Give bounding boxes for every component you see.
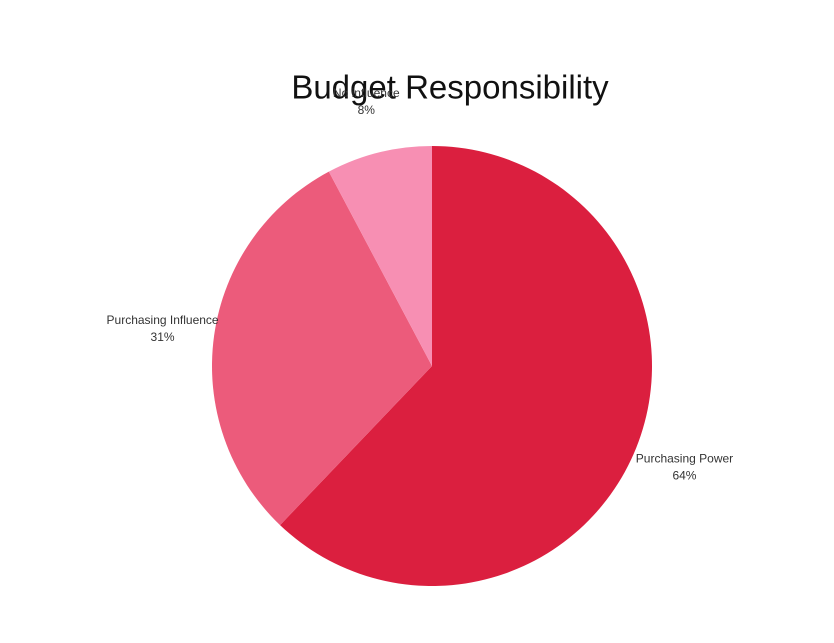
pie-slice — [211, 171, 432, 526]
chart-title: Budget Responsibility — [291, 69, 609, 106]
slice-value-label: 31% — [151, 330, 175, 344]
slice-label: No influence — [333, 86, 400, 100]
pie-slice — [280, 146, 652, 587]
slice-label: Purchasing Influence — [107, 313, 219, 327]
slice-value-label: 64% — [672, 468, 696, 482]
pie-slice — [328, 146, 432, 366]
slice-label: Purchasing Power — [636, 451, 733, 465]
slice-value-label: 8% — [358, 103, 376, 117]
